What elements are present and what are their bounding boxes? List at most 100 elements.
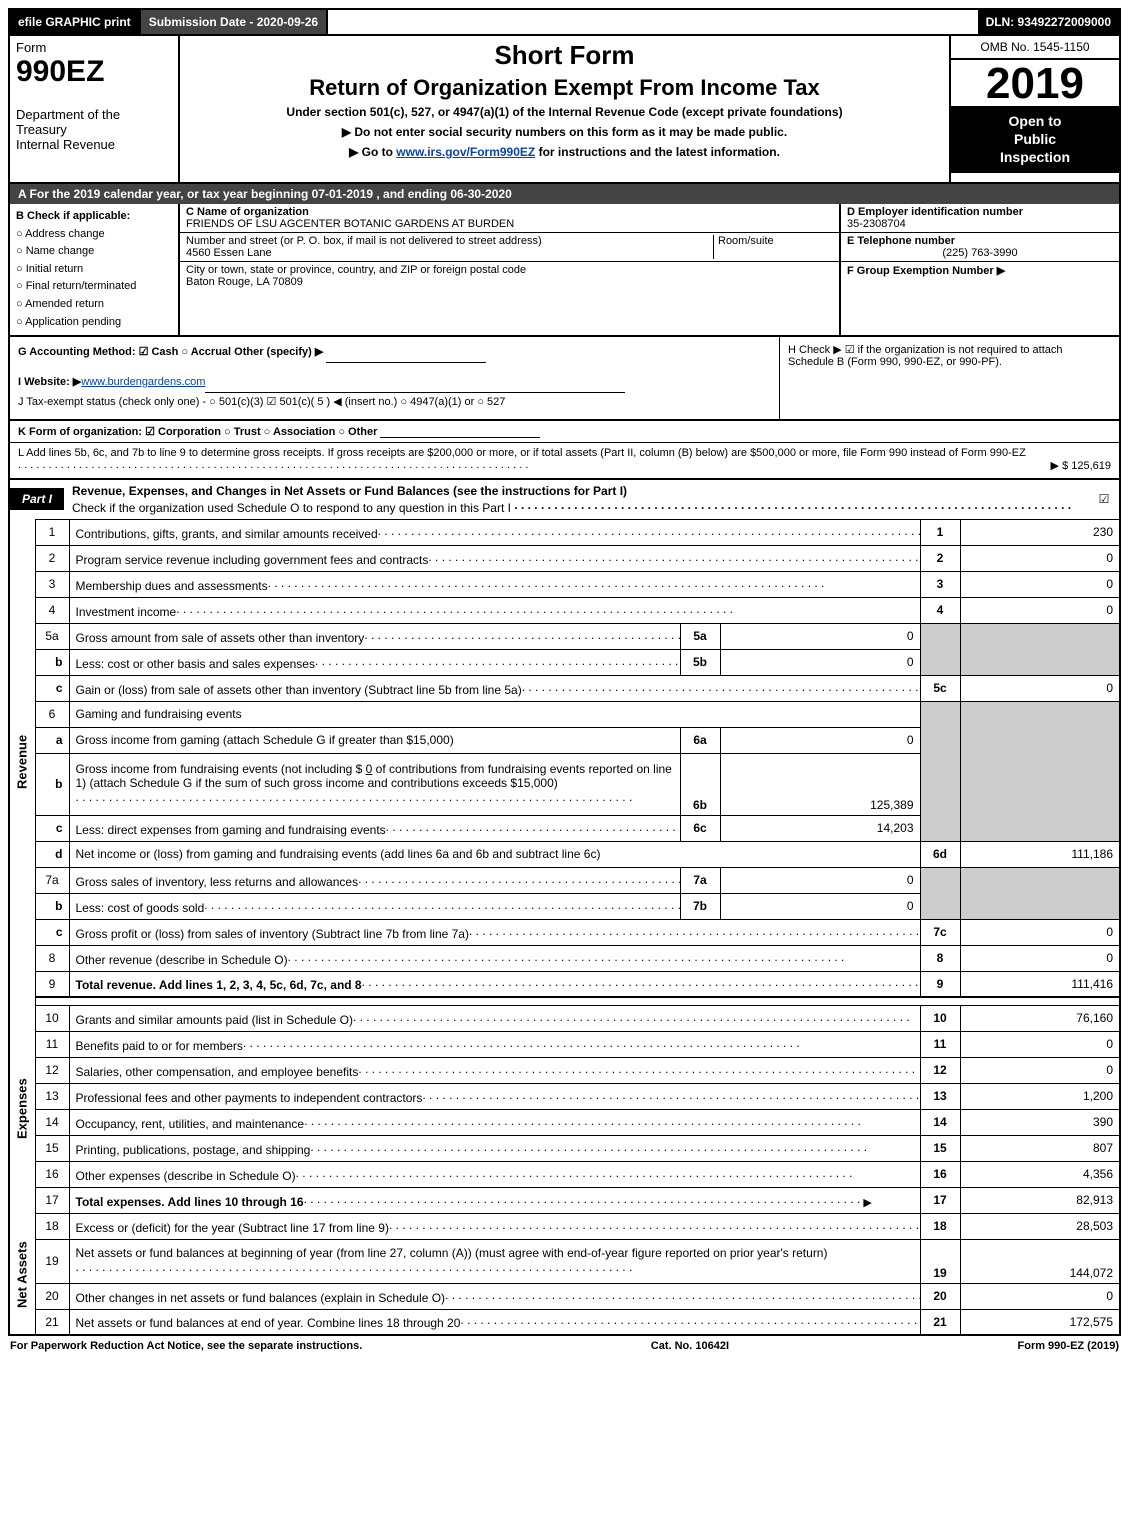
r9-num: 9 [35,971,69,997]
c-name-label: C Name of organization [186,206,309,218]
col-b-header: B Check if applicable: [16,210,130,222]
r7c-desc: Gross profit or (loss) from sales of inv… [76,927,469,941]
r21-num: 21 [35,1309,69,1335]
page-footer: For Paperwork Reduction Act Notice, see … [8,1336,1121,1352]
instr-ssn: ▶ Do not enter social security numbers o… [188,125,941,139]
r16-amt: 4,356 [960,1161,1120,1187]
r10-amt: 76,160 [960,1005,1120,1031]
d-ein-label: D Employer identification number [847,206,1023,218]
e-phone-label: E Telephone number [847,235,955,247]
r2-desc: Program service revenue including govern… [76,553,429,567]
r6c-sl: 6c [680,815,720,841]
r17-num: 17 [35,1187,69,1213]
r20-c: 20 [920,1283,960,1309]
r5-shade2 [960,623,1120,675]
c-city-label: City or town, state or province, country… [186,264,833,276]
r14-num: 14 [35,1109,69,1135]
r9-c: 9 [920,971,960,997]
r12-desc: Salaries, other compensation, and employ… [76,1065,359,1079]
r5a-desc: Gross amount from sale of assets other t… [76,631,365,645]
instr-goto-pre: ▶ Go to [349,145,396,159]
r6-shade2 [960,701,1120,841]
r17-desc: Total expenses. Add lines 10 through 16 [76,1195,304,1209]
line-a-tax-year: A For the 2019 calendar year, or tax yea… [8,184,1121,204]
r16-desc: Other expenses (describe in Schedule O) [76,1169,296,1183]
i-website-label: I Website: ▶ [18,376,81,388]
r3-c: 3 [920,571,960,597]
r7b-sl: 7b [680,893,720,919]
efile-print[interactable]: efile GRAPHIC print [10,10,141,34]
r12-amt: 0 [960,1057,1120,1083]
short-form-title: Short Form [188,40,941,71]
gih-block: G Accounting Method: ☑ Cash ○ Accrual Ot… [8,337,1121,420]
r20-desc: Other changes in net assets or fund bala… [76,1291,446,1305]
r4-c: 4 [920,597,960,623]
r5c-c: 5c [920,675,960,701]
r15-c: 15 [920,1135,960,1161]
i-blank [205,381,625,393]
chk-application-pending[interactable]: Application pending [16,314,172,332]
r9-amt: 111,416 [960,971,1120,997]
r4-desc: Investment income [76,605,177,619]
r5b-sl: 5b [680,649,720,675]
r19-num: 19 [35,1239,69,1283]
r18-c: 18 [920,1213,960,1239]
chk-address-change[interactable]: Address change [16,226,172,244]
r6d-desc: Net income or (loss) from gaming and fun… [76,847,601,861]
r21-amt: 172,575 [960,1309,1120,1335]
r5c-desc: Gain or (loss) from sale of assets other… [76,683,522,697]
instr-goto: ▶ Go to www.irs.gov/Form990EZ for instru… [188,145,941,159]
part-i-header: Part I Revenue, Expenses, and Changes in… [8,480,1121,519]
r19-amt: 144,072 [960,1239,1120,1283]
r10-c: 10 [920,1005,960,1031]
d-ein: 35-2308704 [847,218,906,230]
chk-final-return[interactable]: Final return/terminated [16,278,172,296]
r19-c: 19 [920,1239,960,1283]
r21-desc: Net assets or fund balances at end of ye… [76,1316,461,1330]
return-subtitle: Under section 501(c), 527, or 4947(a)(1)… [188,105,941,119]
side-net-assets: Net Assets [9,1213,35,1335]
irs-link[interactable]: www.irs.gov/Form990EZ [396,145,535,159]
r9-desc: Total revenue. Add lines 1, 2, 3, 4, 5c,… [76,978,362,992]
r11-c: 11 [920,1031,960,1057]
r7a-sv: 0 [720,867,920,893]
form-header: Form 990EZ Department of the Treasury In… [8,36,1121,184]
r19-desc: Net assets or fund balances at beginning… [76,1246,828,1260]
r5b-desc: Less: cost or other basis and sales expe… [76,657,315,671]
chk-amended-return[interactable]: Amended return [16,296,172,314]
r1-amt: 230 [960,519,1120,545]
r2-amt: 0 [960,545,1120,571]
k-form-org: K Form of organization: ☑ Corporation ○ … [18,426,377,438]
dept-treasury: Department of the Treasury [16,107,172,137]
r18-amt: 28,503 [960,1213,1120,1239]
r12-c: 12 [920,1057,960,1083]
r6-num: 6 [35,701,69,727]
r2-num: 2 [35,545,69,571]
r6c-num: c [35,815,69,841]
r6d-c: 6d [920,841,960,867]
k-blank [380,426,540,438]
r6c-sv: 14,203 [720,815,920,841]
r1-c: 1 [920,519,960,545]
part-i-title: Revenue, Expenses, and Changes in Net As… [72,484,627,498]
r4-num: 4 [35,597,69,623]
part-i-tag: Part I [10,488,64,510]
r6b-sv: 125,389 [720,753,920,815]
r6-shade1 [920,701,960,841]
c-city: Baton Rouge, LA 70809 [186,276,833,288]
chk-name-change[interactable]: Name change [16,243,172,261]
g-accounting: G Accounting Method: ☑ Cash ○ Accrual Ot… [18,346,323,358]
line-l: L Add lines 5b, 6c, and 7b to line 9 to … [8,443,1121,480]
r5a-sl: 5a [680,623,720,649]
r21-c: 21 [920,1309,960,1335]
f-group-exemption: F Group Exemption Number ▶ [847,265,1005,277]
r6d-num: d [35,841,69,867]
r7a-sl: 7a [680,867,720,893]
r15-desc: Printing, publications, postage, and shi… [76,1143,311,1157]
r12-num: 12 [35,1057,69,1083]
part-i-checkbox[interactable]: ☑ [1089,492,1119,506]
r13-c: 13 [920,1083,960,1109]
i-website-link[interactable]: www.burdengardens.com [81,376,205,388]
r6c-desc: Less: direct expenses from gaming and fu… [76,823,386,837]
chk-initial-return[interactable]: Initial return [16,261,172,279]
